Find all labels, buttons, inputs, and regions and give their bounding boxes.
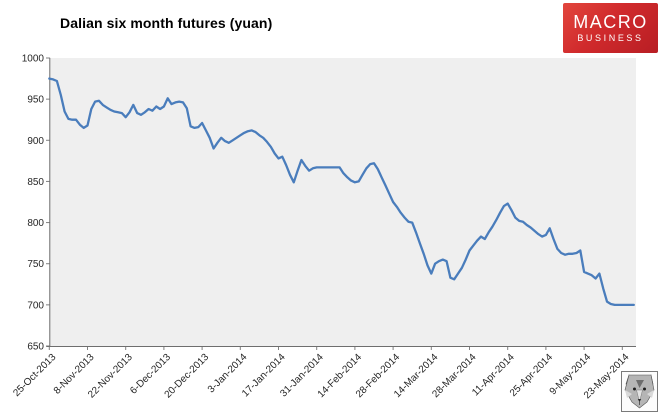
y-axis-label: 1000 [22,54,45,65]
x-axis-label: 25-Oct-2013 [11,352,58,399]
macrobusiness-logo: MACRO BUSINESS [563,3,658,53]
y-axis-label: 800 [27,218,44,229]
logo-text-business: BUSINESS [577,33,644,43]
price-series-line [48,77,635,307]
y-axis-label: 900 [27,136,44,147]
y-axis-label: 700 [27,300,44,311]
plot-area [49,58,637,346]
chart-title: Dalian six month futures (yuan) [60,15,273,31]
y-axis-label: 850 [27,177,44,188]
y-axis-label: 750 [27,259,44,270]
y-axis-label: 650 [27,342,44,353]
logo-text-macro: MACRO [573,12,648,32]
y-axis-label: 950 [27,95,44,106]
wolf-icon [621,371,658,412]
